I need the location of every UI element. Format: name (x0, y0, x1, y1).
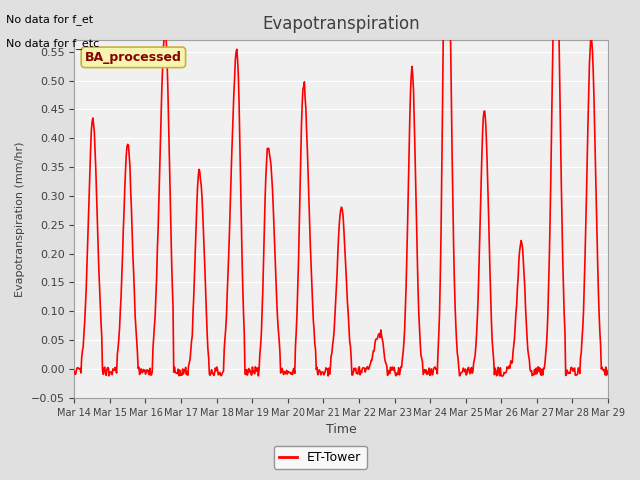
X-axis label: Time: Time (326, 423, 356, 436)
Text: No data for f_et: No data for f_et (6, 14, 93, 25)
Y-axis label: Evapotranspiration (mm/hr): Evapotranspiration (mm/hr) (15, 141, 25, 297)
Legend: ET-Tower: ET-Tower (273, 446, 367, 469)
Title: Evapotranspiration: Evapotranspiration (262, 15, 420, 33)
Text: BA_processed: BA_processed (85, 51, 182, 64)
Text: No data for f_etc: No data for f_etc (6, 38, 100, 49)
